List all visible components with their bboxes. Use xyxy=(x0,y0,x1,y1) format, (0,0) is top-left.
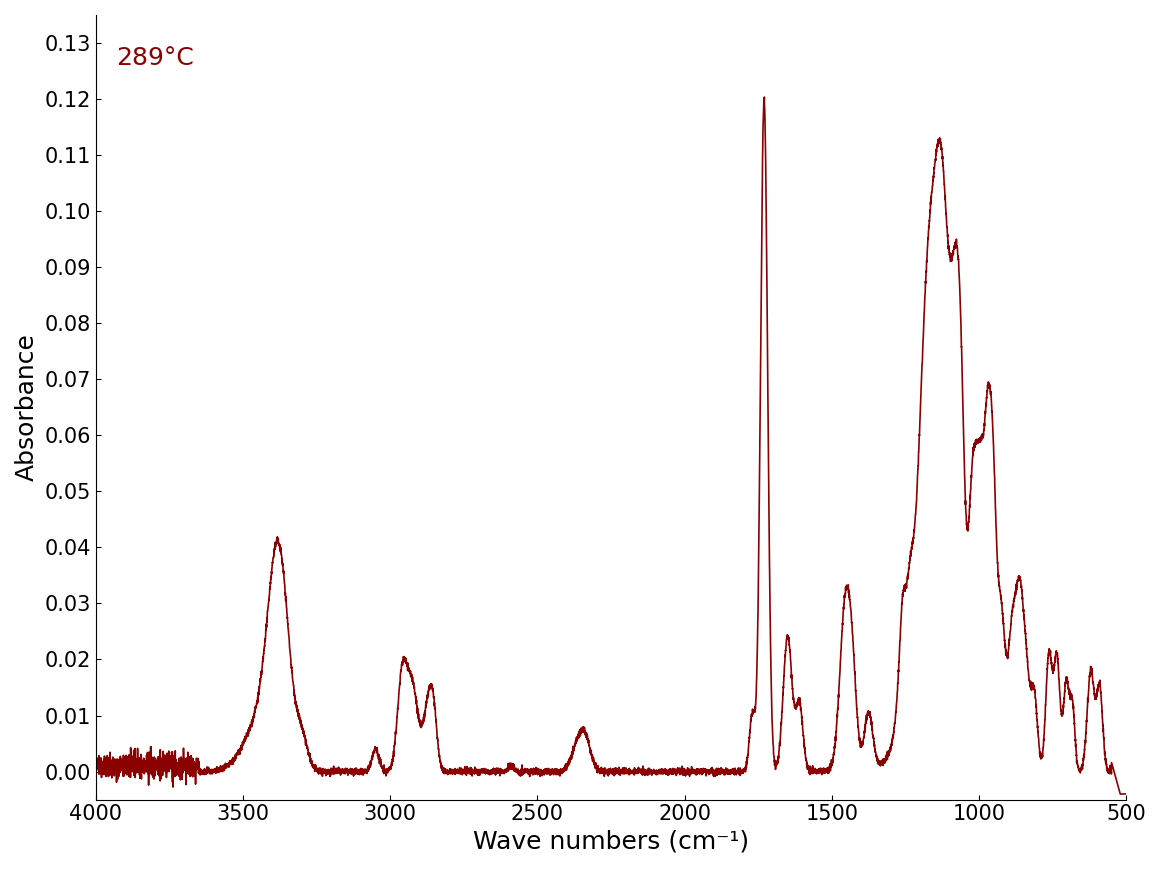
Y-axis label: Absorbance: Absorbance xyxy=(15,334,39,481)
Text: 289°C: 289°C xyxy=(116,46,194,70)
X-axis label: Wave numbers (cm⁻¹): Wave numbers (cm⁻¹) xyxy=(473,830,749,854)
